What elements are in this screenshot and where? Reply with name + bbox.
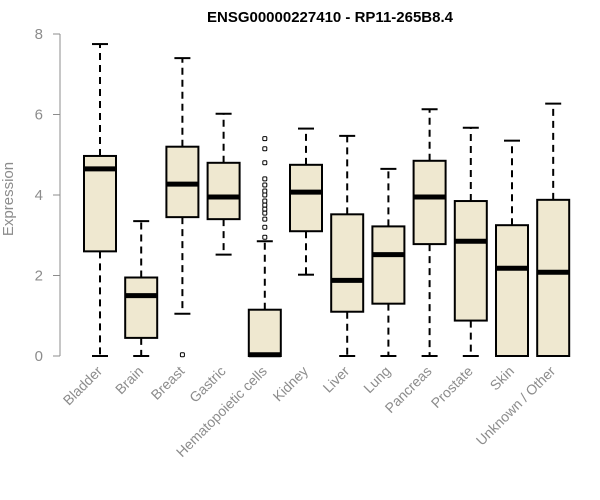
outlier-point bbox=[262, 136, 268, 142]
y-tick-label: 6 bbox=[35, 107, 43, 124]
outlier-point bbox=[262, 192, 268, 198]
x-category-label: Kidney bbox=[270, 363, 312, 405]
box-unknown-other bbox=[536, 102, 571, 357]
x-category-label: Brain bbox=[112, 363, 146, 397]
box-prostate bbox=[453, 126, 488, 357]
iqr-box bbox=[371, 225, 406, 305]
box-hematopoietic-cells bbox=[247, 136, 282, 358]
outlier-point bbox=[262, 234, 268, 240]
box-brain bbox=[124, 220, 159, 357]
chart-title: ENSG00000227410 - RP11-265B8.4 bbox=[207, 9, 454, 26]
x-category-label: Breast bbox=[148, 363, 188, 403]
iqr-box bbox=[412, 159, 447, 246]
iqr-box bbox=[495, 224, 529, 357]
y-axis-label: Expression bbox=[0, 162, 17, 236]
iqr-box bbox=[453, 200, 488, 322]
iqr-box bbox=[289, 163, 323, 233]
outlier-point bbox=[262, 198, 268, 204]
box-lung bbox=[371, 167, 406, 357]
iqr-box bbox=[536, 198, 571, 357]
box-skin bbox=[495, 139, 529, 357]
box-pancreas bbox=[412, 108, 447, 357]
x-category-label: Liver bbox=[320, 363, 353, 396]
outlier-point bbox=[262, 176, 268, 182]
iqr-box bbox=[330, 213, 365, 313]
x-category-label: Prostate bbox=[428, 363, 476, 411]
outlier-point bbox=[262, 202, 268, 208]
y-tick-label: 4 bbox=[35, 187, 43, 204]
iqr-box bbox=[247, 308, 282, 357]
x-category-label: Bladder bbox=[60, 363, 106, 409]
box-gastric bbox=[206, 112, 241, 256]
outlier-point bbox=[262, 188, 268, 194]
outlier-point bbox=[262, 146, 268, 152]
box-group bbox=[83, 43, 571, 358]
y-tick-label: 2 bbox=[35, 268, 43, 285]
y-tick-label: 8 bbox=[35, 26, 43, 43]
y-tick-label: 0 bbox=[35, 348, 43, 365]
outlier-point bbox=[262, 182, 268, 188]
outlier-point bbox=[262, 216, 268, 222]
outlier-point bbox=[262, 210, 268, 216]
box-liver bbox=[330, 134, 365, 357]
box-breast bbox=[165, 57, 200, 358]
iqr-box bbox=[124, 276, 159, 339]
outlier-point bbox=[262, 160, 268, 166]
box-kidney bbox=[289, 127, 323, 276]
outlier-point bbox=[262, 206, 268, 212]
x-category-label: Skin bbox=[487, 363, 518, 394]
box-bladder bbox=[83, 43, 117, 357]
y-axis: 0 2 4 6 8 bbox=[35, 26, 61, 365]
iqr-box bbox=[83, 154, 117, 253]
x-category-label: Lung bbox=[360, 363, 393, 396]
outlier-point bbox=[179, 352, 185, 358]
outlier-point bbox=[262, 224, 268, 230]
iqr-box bbox=[206, 161, 241, 221]
